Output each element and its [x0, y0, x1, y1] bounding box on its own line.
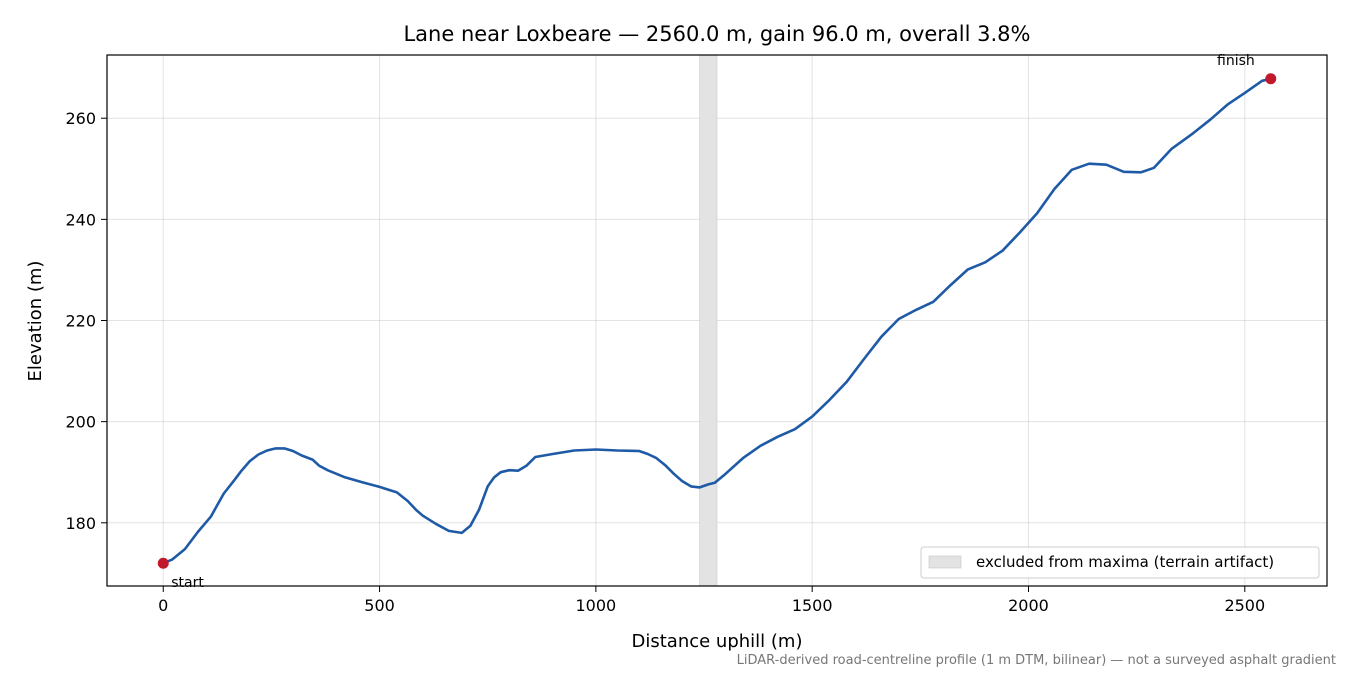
y-axis-ticks: 180 200 220 240 260: [65, 109, 107, 533]
start-label: start: [171, 575, 204, 591]
x-tick-label: 500: [364, 596, 395, 615]
y-tick-label: 220: [65, 312, 96, 331]
x-tick-label: 2500: [1224, 596, 1265, 615]
y-tick-label: 180: [65, 514, 96, 533]
footnote: LiDAR-derived road-centreline profile (1…: [737, 653, 1336, 668]
legend-label-excluded-band: excluded from maxima (terrain artifact): [976, 553, 1274, 571]
y-tick-label: 260: [65, 109, 96, 128]
x-tick-label: 1500: [792, 596, 833, 615]
legend: excluded from maxima (terrain artifact): [920, 546, 1320, 579]
x-tick-label: 2000: [1008, 596, 1049, 615]
start-marker: [157, 557, 169, 569]
endpoint-markers: start finish: [157, 53, 1277, 591]
x-axis-label: Distance uphill (m): [632, 631, 803, 652]
legend-box: [920, 546, 1320, 579]
excluded-band: [699, 54, 718, 587]
finish-label: finish: [1217, 53, 1255, 69]
series-line-layer: [161, 77, 1273, 565]
x-tick-label: 1000: [576, 596, 617, 615]
x-axis-ticks: 0 500 1000 1500 2000 2500: [158, 586, 1265, 615]
finish-marker: [1265, 73, 1277, 85]
chart-title: Lane near Loxbeare — 2560.0 m, gain 96.0…: [403, 22, 1030, 46]
legend-swatch-excluded-band: [928, 555, 962, 569]
y-tick-label: 240: [65, 210, 96, 229]
y-tick-label: 200: [65, 413, 96, 432]
excluded-band-layer: [699, 54, 718, 587]
x-tick-label: 0: [158, 596, 168, 615]
elevation-line: [161, 77, 1273, 565]
y-axis-label: Elevation (m): [25, 261, 46, 382]
